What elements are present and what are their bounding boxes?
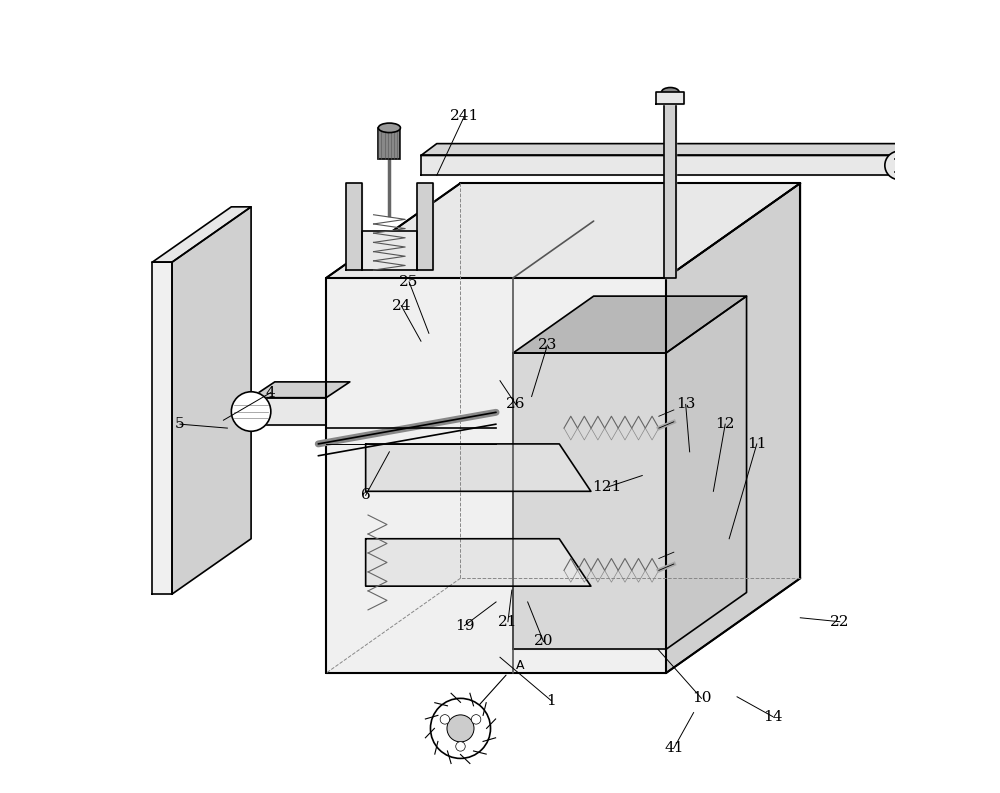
Text: 12: 12 xyxy=(715,417,735,431)
Text: 14: 14 xyxy=(763,710,782,723)
Polygon shape xyxy=(346,183,362,270)
Bar xyxy=(378,128,400,159)
Polygon shape xyxy=(666,183,800,673)
Polygon shape xyxy=(366,444,591,492)
Text: 19: 19 xyxy=(455,619,474,633)
Polygon shape xyxy=(362,231,417,270)
Polygon shape xyxy=(513,353,666,649)
Polygon shape xyxy=(172,207,251,594)
Circle shape xyxy=(430,699,491,758)
Circle shape xyxy=(440,714,450,724)
Circle shape xyxy=(885,151,913,179)
Text: 10: 10 xyxy=(692,691,711,705)
Text: 241: 241 xyxy=(450,109,479,123)
Ellipse shape xyxy=(661,87,679,97)
Text: 6: 6 xyxy=(361,488,371,502)
Text: A: A xyxy=(516,659,524,672)
Polygon shape xyxy=(152,262,172,594)
Polygon shape xyxy=(421,155,895,175)
Ellipse shape xyxy=(378,123,400,132)
Polygon shape xyxy=(664,92,676,278)
Text: 26: 26 xyxy=(506,397,526,412)
Text: 25: 25 xyxy=(399,275,419,289)
Polygon shape xyxy=(366,538,591,586)
Text: 13: 13 xyxy=(676,397,695,412)
Polygon shape xyxy=(326,278,666,673)
Text: 24: 24 xyxy=(391,299,411,312)
Circle shape xyxy=(447,714,474,742)
Text: 41: 41 xyxy=(664,741,684,755)
Polygon shape xyxy=(326,183,800,278)
Text: 1: 1 xyxy=(546,694,556,707)
Polygon shape xyxy=(421,144,911,155)
Text: 23: 23 xyxy=(538,338,557,352)
Polygon shape xyxy=(152,207,251,262)
Text: 4: 4 xyxy=(266,385,276,400)
Text: 121: 121 xyxy=(592,481,621,494)
Text: 21: 21 xyxy=(498,615,518,629)
Polygon shape xyxy=(666,296,747,649)
Text: 5: 5 xyxy=(175,417,185,431)
Polygon shape xyxy=(417,183,433,270)
Circle shape xyxy=(471,714,481,724)
Circle shape xyxy=(231,392,271,431)
Text: 22: 22 xyxy=(830,615,850,629)
Circle shape xyxy=(456,741,465,751)
Polygon shape xyxy=(656,92,684,104)
Polygon shape xyxy=(513,296,747,353)
Polygon shape xyxy=(251,397,326,425)
Text: 11: 11 xyxy=(747,437,767,451)
Polygon shape xyxy=(251,382,350,397)
Text: 20: 20 xyxy=(534,634,553,649)
